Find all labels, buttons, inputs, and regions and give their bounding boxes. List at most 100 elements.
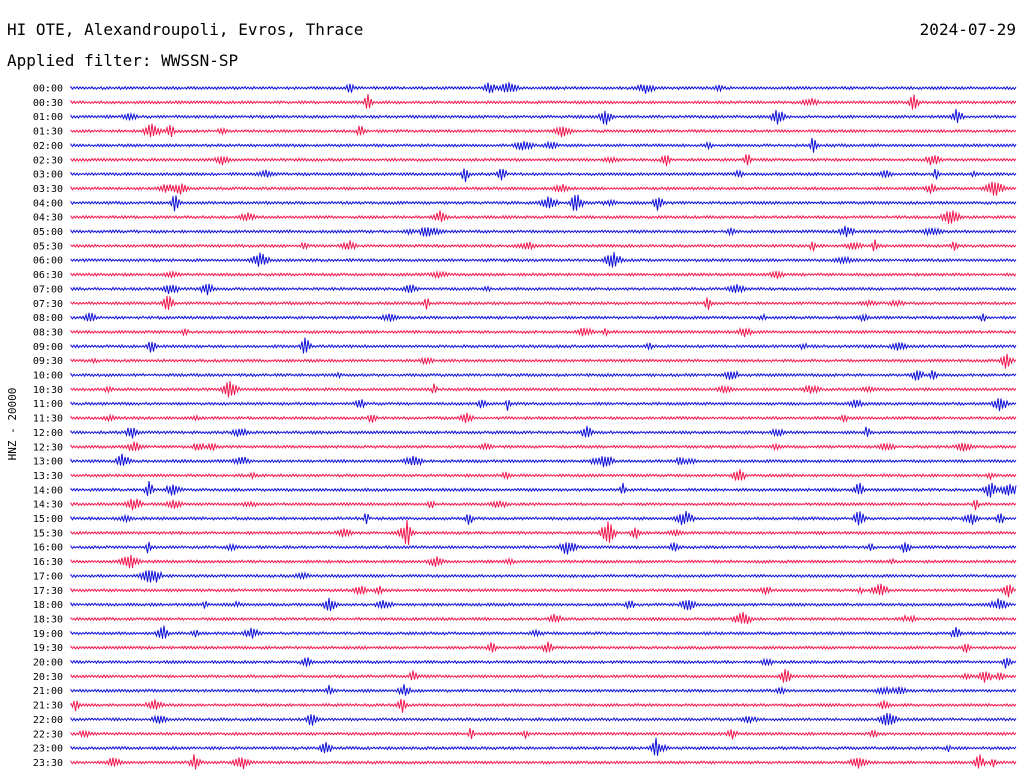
seismic-trace bbox=[70, 453, 1017, 468]
trace-time-label: 08:00 bbox=[33, 313, 63, 324]
trace-time-label: 00:00 bbox=[33, 84, 63, 95]
trace-time-label: 09:00 bbox=[33, 342, 63, 353]
seismic-trace bbox=[70, 668, 1017, 683]
trace-time-label: 07:00 bbox=[33, 284, 63, 295]
seismic-trace bbox=[70, 737, 1017, 756]
trace-time-label: 02:30 bbox=[33, 155, 63, 166]
trace-time-label: 04:00 bbox=[33, 198, 63, 209]
seismic-trace bbox=[70, 353, 1017, 369]
trace-time-label: 13:30 bbox=[33, 471, 63, 482]
seismic-trace bbox=[70, 641, 1017, 653]
seismic-trace bbox=[70, 327, 1017, 338]
seismic-trace bbox=[70, 625, 1017, 639]
trace-time-label: 18:00 bbox=[33, 600, 63, 611]
seismic-trace bbox=[70, 754, 1017, 770]
trace-time-label: 10:00 bbox=[33, 371, 63, 382]
seismic-trace bbox=[70, 510, 1017, 526]
trace-time-label: 02:00 bbox=[33, 141, 63, 152]
seismic-trace bbox=[70, 597, 1017, 612]
trace-time-label: 03:30 bbox=[33, 184, 63, 195]
seismic-trace bbox=[70, 181, 1017, 196]
seismic-trace bbox=[70, 398, 1017, 412]
trace-time-label: 08:30 bbox=[33, 327, 63, 338]
trace-time-label: 15:30 bbox=[33, 528, 63, 539]
seismic-trace bbox=[70, 519, 1017, 545]
trace-time-label: 11:30 bbox=[33, 414, 63, 425]
seismic-trace bbox=[70, 583, 1017, 598]
trace-time-label: 01:00 bbox=[33, 112, 63, 123]
seismic-trace bbox=[70, 210, 1017, 224]
seismic-trace bbox=[70, 441, 1017, 452]
date-label: 2024-07-29 bbox=[919, 20, 1016, 39]
trace-time-label: 01:30 bbox=[33, 127, 63, 138]
seismic-trace bbox=[70, 168, 1017, 183]
trace-time-label: 12:00 bbox=[33, 428, 63, 439]
trace-time-label: 07:30 bbox=[33, 299, 63, 310]
trace-time-label: 18:30 bbox=[33, 614, 63, 625]
trace-time-label: 22:30 bbox=[33, 729, 63, 740]
seismic-trace bbox=[70, 194, 1017, 212]
seismic-trace bbox=[70, 698, 1017, 713]
seismic-trace bbox=[70, 295, 1017, 311]
seismic-trace bbox=[70, 283, 1017, 296]
seismic-trace bbox=[70, 570, 1017, 583]
trace-time-label: 19:00 bbox=[33, 629, 63, 640]
filter-label: Applied filter: WWSSN-SP bbox=[7, 51, 239, 70]
seismic-trace bbox=[70, 94, 1017, 110]
trace-time-label: 06:00 bbox=[33, 256, 63, 267]
trace-time-label: 10:30 bbox=[33, 385, 63, 396]
seismic-trace bbox=[70, 469, 1017, 482]
trace-time-label: 23:00 bbox=[33, 744, 63, 755]
station-title: HI OTE, Alexandroupoli, Evros, Thrace bbox=[7, 20, 364, 39]
trace-time-label: 15:00 bbox=[33, 514, 63, 525]
seismic-trace bbox=[70, 498, 1017, 511]
trace-time-label: 20:00 bbox=[33, 658, 63, 669]
seismic-trace bbox=[70, 225, 1017, 238]
trace-time-label: 05:00 bbox=[33, 227, 63, 238]
trace-time-label: 13:00 bbox=[33, 457, 63, 468]
seismic-trace bbox=[70, 728, 1017, 740]
trace-time-label: 23:30 bbox=[33, 758, 63, 769]
trace-time-label: 14:00 bbox=[33, 485, 63, 496]
seismic-trace bbox=[70, 269, 1017, 280]
trace-time-label: 09:30 bbox=[33, 356, 63, 367]
seismic-trace bbox=[70, 312, 1017, 323]
seismic-trace bbox=[70, 239, 1017, 252]
trace-time-label: 05:30 bbox=[33, 241, 63, 252]
trace-time-label: 17:30 bbox=[33, 586, 63, 597]
trace-time-label: 17:00 bbox=[33, 571, 63, 582]
trace-time-label: 03:00 bbox=[33, 170, 63, 181]
seismic-trace bbox=[70, 154, 1017, 167]
trace-time-label: 12:30 bbox=[33, 442, 63, 453]
seismic-trace bbox=[70, 123, 1017, 138]
trace-time-label: 16:30 bbox=[33, 557, 63, 568]
seismic-trace bbox=[70, 381, 1017, 398]
seismic-trace bbox=[70, 337, 1017, 354]
trace-time-label: 21:30 bbox=[33, 701, 63, 712]
trace-time-label: 04:30 bbox=[33, 213, 63, 224]
trace-time-label: 21:00 bbox=[33, 686, 63, 697]
seismic-trace bbox=[70, 611, 1017, 625]
seismic-trace bbox=[70, 425, 1017, 439]
trace-time-label: 06:30 bbox=[33, 270, 63, 281]
seismic-trace bbox=[70, 137, 1017, 153]
seismic-trace bbox=[70, 480, 1017, 498]
trace-time-label: 14:30 bbox=[33, 500, 63, 511]
trace-time-label: 16:00 bbox=[33, 543, 63, 554]
seismic-trace bbox=[70, 252, 1017, 268]
seismic-trace bbox=[70, 684, 1017, 696]
seismic-trace bbox=[70, 82, 1017, 94]
seismic-trace bbox=[70, 412, 1017, 423]
seismic-trace bbox=[70, 657, 1017, 669]
seismic-trace bbox=[70, 554, 1017, 569]
trace-time-label: 11:00 bbox=[33, 399, 63, 410]
trace-time-label: 22:00 bbox=[33, 715, 63, 726]
trace-time-label: 20:30 bbox=[33, 672, 63, 683]
trace-time-label: 19:30 bbox=[33, 643, 63, 654]
seismic-trace bbox=[70, 109, 1017, 125]
y-axis-label: HNZ - 20000 bbox=[6, 388, 19, 461]
seismic-trace bbox=[70, 369, 1017, 381]
seismic-trace bbox=[70, 541, 1017, 555]
seismic-trace bbox=[70, 712, 1017, 726]
